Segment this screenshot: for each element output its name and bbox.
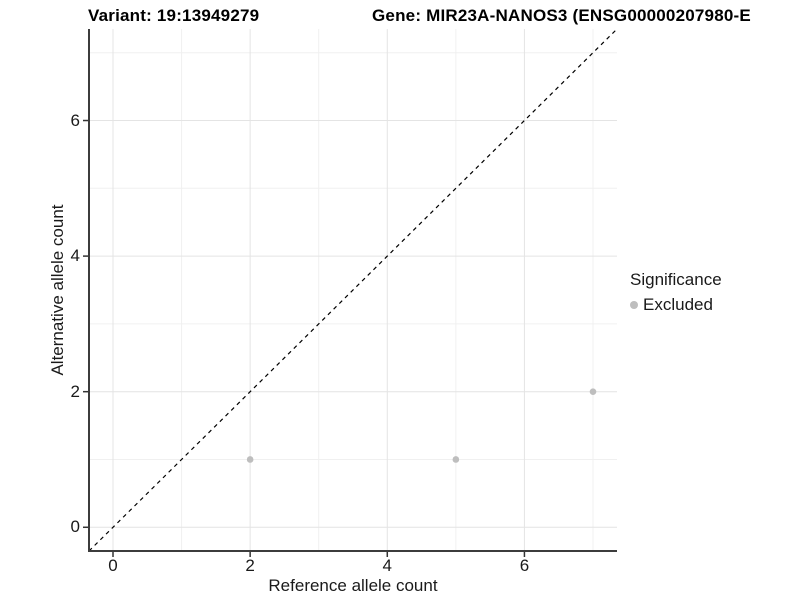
y-axis-label: Alternative allele count xyxy=(48,204,67,376)
legend: Significance Excluded xyxy=(630,270,722,315)
plot-title-gene: Gene: MIR23A-NANOS3 (ENSG00000207980-E xyxy=(372,6,751,25)
legend-title: Significance xyxy=(630,270,722,289)
x-tick-label: 0 xyxy=(108,556,118,575)
x-axis-label: Reference allele count xyxy=(268,576,438,595)
y-tick-label: 4 xyxy=(70,246,80,266)
identity-line xyxy=(88,28,618,552)
legend-item-excluded: Excluded xyxy=(630,295,722,315)
y-tick-label: 6 xyxy=(70,110,80,130)
x-tick-label: 6 xyxy=(519,556,530,575)
legend-key-dot-icon xyxy=(630,301,638,309)
x-tick-label: 4 xyxy=(382,556,393,575)
y-tick-label: 2 xyxy=(70,381,80,401)
legend-item-label: Excluded xyxy=(643,295,713,314)
data-point xyxy=(246,456,254,463)
data-point xyxy=(452,456,460,463)
y-tick-label: 0 xyxy=(70,517,80,537)
plot-title-variant: Variant: 19:13949279 xyxy=(88,6,260,25)
data-point xyxy=(589,388,597,395)
x-tick-label: 2 xyxy=(245,556,255,575)
